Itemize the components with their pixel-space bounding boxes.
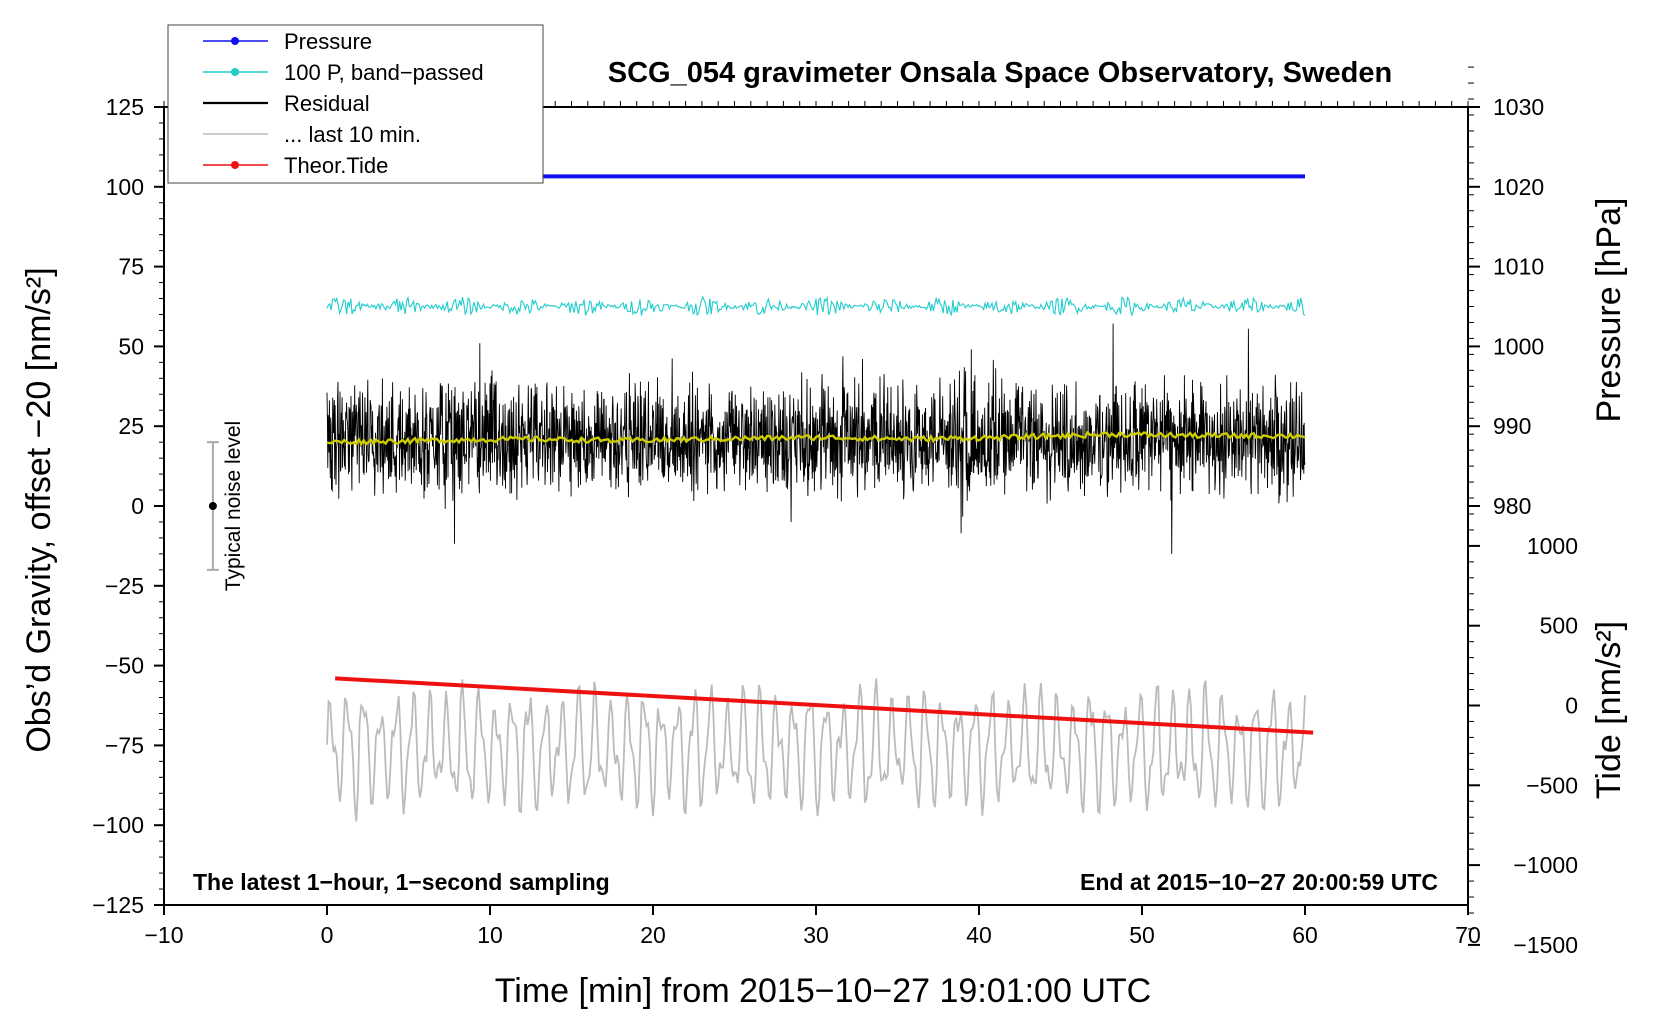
tide-tick-label: 0 [1565, 693, 1578, 719]
annotation-sampling: The latest 1−hour, 1−second sampling [193, 869, 610, 895]
pressure-tick-label: 1030 [1493, 94, 1544, 120]
noise-bar-center [208, 502, 217, 510]
x-tick-label: 40 [966, 922, 992, 948]
y-axis-title-gravity: Obs’d Gravity, offset −20 [nm/s²] [20, 267, 58, 752]
legend-label: Theor.Tide [284, 153, 388, 178]
tide-tick-label: −500 [1526, 772, 1578, 798]
pressure-tick-label: 1000 [1493, 333, 1544, 359]
y-tick-label: −25 [105, 573, 144, 599]
legend-label: 100 P, band−passed [284, 60, 484, 85]
x-tick-label: 60 [1292, 922, 1318, 948]
series-layer [326, 174, 1314, 822]
noise-bar-label: Typical noise level [222, 421, 245, 591]
y-tick-label: 75 [118, 254, 144, 280]
y-tick-label: 50 [118, 333, 144, 359]
annotation-end-time: End at 2015−10−27 20:00:59 UTC [1080, 869, 1438, 895]
y-tick-label: 100 [106, 174, 144, 200]
pressure-tick-label: 990 [1493, 413, 1531, 439]
tide-tick-label: 1000 [1527, 533, 1578, 559]
legend: Pressure 100 P, band−passed Residual ... la… [167, 24, 544, 184]
y-tick-label: 125 [106, 94, 144, 120]
series-residual-smoothed [326, 430, 1306, 447]
pressure-tick-label: 1010 [1493, 254, 1544, 280]
series-theoretical-tide [335, 676, 1314, 735]
legend-label: ... last 10 min. [284, 122, 421, 147]
tide-tick-label: −1000 [1513, 852, 1578, 878]
axis-tick-labels: −10 0 10 20 30 40 50 60 701251007550250−25−50−75… [92, 94, 1578, 958]
pressure-tick-label: 980 [1493, 493, 1531, 519]
y-axis-title-pressure: Pressure [hPa] [1590, 198, 1628, 423]
x-tick-label: 20 [640, 922, 666, 948]
x-tick-label: 0 [321, 922, 334, 948]
x-tick-label: 30 [803, 922, 829, 948]
y-tick-label: 25 [118, 413, 144, 439]
series-residual [326, 323, 1306, 554]
x-axis-title: Time [min] from 2015−10−27 19:01:00 UTC [495, 972, 1151, 1010]
y-tick-label: −75 [105, 732, 144, 758]
x-tick-label: 50 [1129, 922, 1155, 948]
pressure-tick-label: 1020 [1493, 174, 1544, 200]
y-axis-title-tide: Tide [nm/s²] [1590, 621, 1628, 799]
y-tick-label: −50 [105, 653, 144, 679]
series-last-10-min [326, 678, 1306, 822]
series-pressure-bandpassed [326, 295, 1306, 317]
legend-marker [231, 37, 239, 45]
x-tick-label: 70 [1455, 922, 1481, 948]
tide-tick-label: −1500 [1513, 932, 1578, 958]
legend-label: Pressure [284, 29, 372, 54]
legend-marker [231, 161, 239, 169]
y-tick-label: 0 [131, 493, 144, 519]
y-tick-label: −100 [92, 812, 144, 838]
x-tick-label: 10 [477, 922, 503, 948]
chart-title: SCG_054 gravimeter Onsala Space Observat… [608, 57, 1392, 89]
noise-bar: Typical noise level [206, 421, 245, 591]
x-tick-label: −10 [144, 922, 183, 948]
legend-label: Residual [284, 91, 370, 116]
legend-marker [231, 68, 239, 76]
tide-tick-label: 500 [1540, 613, 1578, 639]
y-tick-label: −125 [92, 892, 144, 918]
